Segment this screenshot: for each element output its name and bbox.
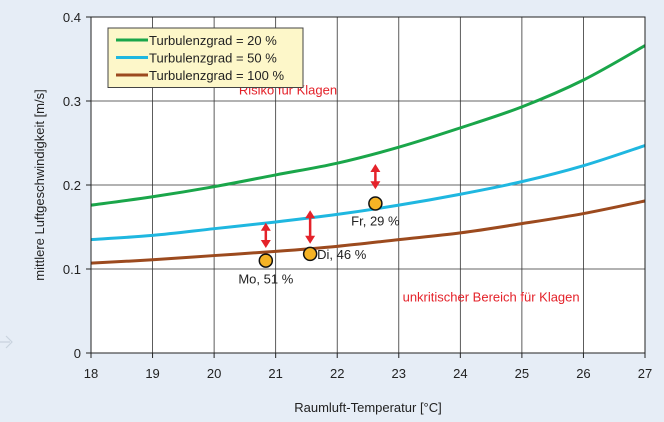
x-tick-label: 21 (268, 366, 282, 381)
arrows (260, 164, 381, 248)
x-axis-label: Raumluft-Temperatur [°C] (294, 400, 442, 415)
x-tick-label: 27 (638, 366, 652, 381)
legend: Turbulenzgrad = 20 % Turbulenzgrad = 50 %… (107, 27, 304, 88)
legend-label: Turbulenzgrad = 50 % (149, 51, 277, 66)
plot-frame (90, 16, 646, 354)
arrow-head-up (305, 210, 316, 219)
data-point-marker (368, 196, 383, 211)
axis-ticks: 18 19 20 21 22 23 24 25 26 27 0 0.1 0.2 0.3 0.4 (63, 10, 652, 381)
data-point-marker (258, 253, 274, 268)
series-line-1 (91, 44, 645, 207)
y-tick-label: 0.2 (63, 178, 81, 193)
double-arrow-icon (370, 164, 381, 190)
x-tick-label: 18 (84, 366, 98, 381)
arrow-head-up (260, 222, 271, 231)
arrow-head-down (370, 181, 381, 190)
data-points: Mo, 51 % Di, 46 % Fr, 29 % (238, 196, 400, 287)
x-tick-label: 19 (145, 366, 159, 381)
y-tick-label: 0.3 (63, 94, 81, 109)
y-tick-label: 0 (74, 346, 81, 361)
arrow-head-down (305, 235, 316, 244)
y-tick-label: 0.4 (63, 10, 81, 25)
y-tick-label: 0.1 (63, 262, 81, 277)
series-line-3 (91, 199, 645, 265)
x-tick-label: 20 (207, 366, 221, 381)
data-point-label: Fr, 29 % (351, 213, 400, 228)
x-tick-label: 25 (515, 366, 529, 381)
y-axis-label: mittlere Luftgeschwindigkeit [m/s] (32, 89, 47, 280)
data-point-label: Mo, 51 % (238, 272, 293, 287)
data-point-label: Di, 46 % (317, 247, 367, 262)
edge-arrow-icon (0, 335, 13, 349)
annotation-text-2: unkritischer Bereich für Klagen (403, 289, 580, 304)
x-tick-label: 22 (330, 366, 344, 381)
double-arrow-icon (260, 222, 271, 248)
arrow-head-up (370, 164, 381, 172)
legend-label: Turbulenzgrad = 20 % (149, 33, 277, 48)
legend-label: Turbulenzgrad = 100 % (149, 68, 284, 83)
x-tick-label: 26 (576, 366, 590, 381)
arrow-head-down (260, 240, 271, 248)
x-tick-label: 23 (392, 366, 406, 381)
double-arrow-icon (305, 210, 316, 244)
x-tick-label: 24 (453, 366, 467, 381)
data-point-marker (302, 246, 318, 262)
